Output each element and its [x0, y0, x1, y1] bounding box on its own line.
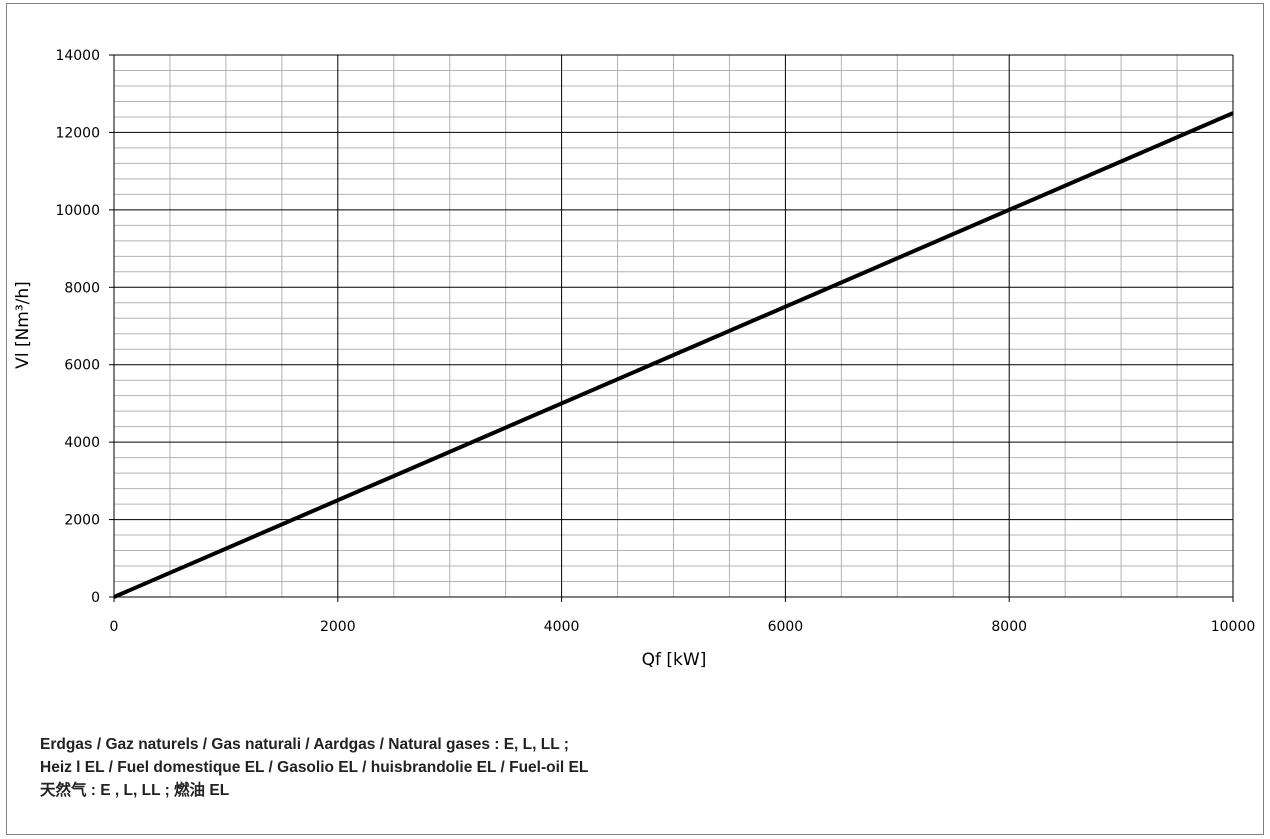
y-tick-label: 0 [91, 590, 100, 606]
x-tick-label: 2000 [320, 619, 356, 635]
y-tick-label: 12000 [55, 125, 100, 141]
axes [113, 55, 1233, 598]
y-tick-label: 6000 [64, 358, 100, 374]
x-axis-title: Qf [kW] [642, 650, 707, 670]
series-line [113, 111, 1234, 599]
fuel-note-line: Erdgas / Gaz naturels / Gas naturali / A… [40, 736, 569, 753]
y-tick-label: 10000 [55, 203, 100, 219]
minor-grid [114, 55, 1233, 597]
series-group [113, 111, 1234, 599]
fuel-notes: Erdgas / Gaz naturels / Gas naturali / A… [40, 733, 1240, 802]
x-axis-ticks: 0 2000 4000 6000 8000 10000 [110, 597, 1256, 635]
y-axis-ticks: 0 2000 4000 6000 8000 10000 12000 14000 [55, 48, 114, 606]
major-grid [114, 54, 1234, 597]
fuel-note-line: 天然气 : E , L, LL ; 燃油 EL [40, 782, 230, 799]
y-tick-label: 8000 [64, 280, 100, 296]
x-tick-label: 0 [110, 619, 119, 635]
y-tick-label: 2000 [64, 513, 100, 529]
y-axis-title: Vl [Nm³/h] [13, 281, 33, 369]
fuel-note-line: Heiz l EL / Fuel domestique EL / Gasolio… [40, 759, 589, 776]
x-tick-label: 4000 [544, 619, 580, 635]
x-tick-label: 8000 [991, 619, 1027, 635]
y-tick-label: 4000 [64, 435, 100, 451]
chart-frame [6, 3, 1264, 835]
y-tick-label: 14000 [55, 48, 100, 64]
x-tick-label: 10000 [1211, 619, 1256, 635]
x-tick-label: 6000 [768, 619, 804, 635]
